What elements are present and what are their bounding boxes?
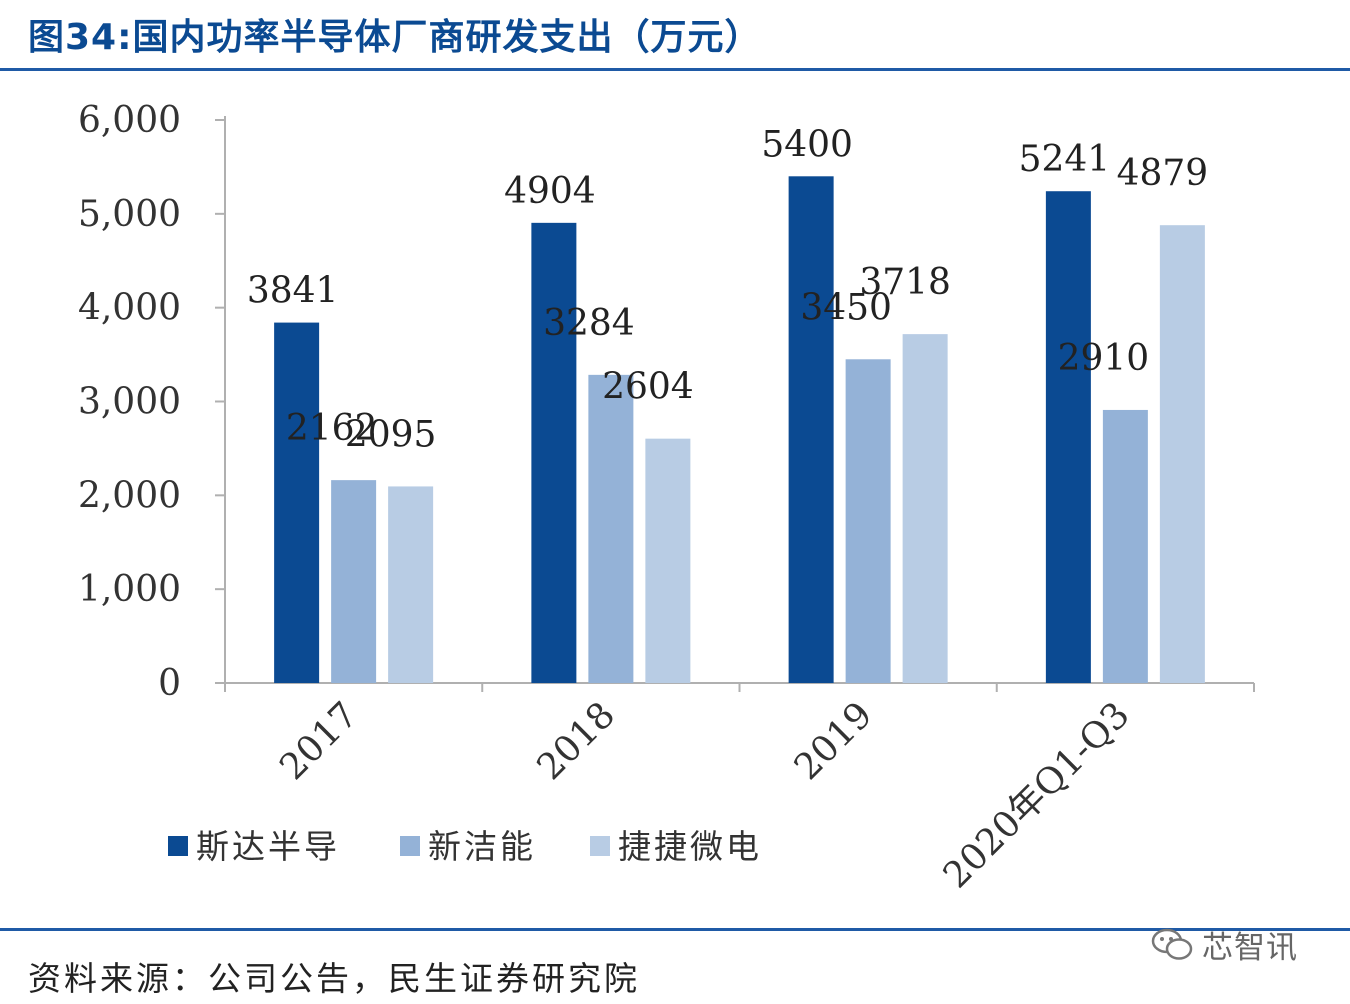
footer-divider	[0, 928, 1350, 931]
y-tick-label: 6,000	[78, 100, 181, 141]
bar-value-label: 4879	[1117, 153, 1209, 194]
title-divider	[0, 68, 1350, 71]
y-tick-label: 2,000	[78, 475, 181, 516]
chart-title: 图34:国内功率半导体厂商研发支出（万元）	[28, 17, 762, 58]
bar	[588, 374, 634, 683]
chart-legend: 斯达半导 新洁能 捷捷微电	[168, 827, 762, 866]
y-tick-label: 3,000	[78, 382, 181, 423]
bar	[531, 222, 577, 683]
bar	[1159, 225, 1205, 683]
x-category-label: 2018	[529, 694, 623, 788]
legend-label: 斯达半导	[196, 827, 340, 866]
x-category-label: 2020年Q1-Q3	[936, 694, 1138, 896]
y-tick-label: 4,000	[78, 288, 181, 329]
legend-swatch	[168, 836, 188, 856]
y-tick-label: 1,000	[78, 569, 181, 610]
bar	[845, 359, 891, 683]
legend-swatch	[400, 836, 420, 856]
bar	[645, 438, 691, 683]
bar-value-label: 2162	[286, 408, 378, 449]
x-category-label: 2017	[272, 694, 366, 788]
x-category-label: 2019	[787, 694, 881, 788]
bar-value-label: 3450	[800, 287, 892, 328]
legend-label: 捷捷微电	[618, 827, 762, 866]
chart-data-labels: 3841 4904 5400 5241 2162 3284 3450 2910 2095 2604…	[247, 124, 1208, 455]
bar-value-label: 3284	[543, 303, 635, 344]
bar	[1102, 409, 1148, 683]
bar-value-label: 5241	[1019, 139, 1111, 180]
source-note: 资料来源：公司公告，民生证券研究院	[28, 959, 640, 998]
bar-value-label: 4904	[504, 171, 596, 212]
bar-value-label: 3718	[859, 262, 951, 303]
bar	[1045, 191, 1091, 684]
bar	[388, 486, 434, 683]
bar-value-label: 3841	[247, 271, 339, 312]
bar-value-label: 5400	[761, 124, 853, 165]
legend-swatch	[590, 836, 610, 856]
bar-value-label: 2095	[345, 414, 437, 455]
watermark-text: 芯智讯	[1202, 930, 1298, 966]
bar-chart: 0 1,000 2,000 3,000 4,000 5,000 6,000 2017 2018 2…	[78, 100, 1255, 896]
bar	[902, 334, 948, 683]
y-tick-label: 0	[158, 663, 181, 704]
bar	[274, 322, 320, 683]
chart-bars	[274, 176, 1205, 684]
legend-label: 新洁能	[428, 827, 536, 866]
watermark: 芯智讯	[1150, 922, 1298, 967]
bar-value-label: 2604	[602, 367, 694, 408]
y-tick-label: 5,000	[78, 194, 181, 235]
bar-value-label: 2910	[1058, 338, 1150, 379]
bar	[788, 176, 834, 684]
bar	[331, 480, 377, 683]
wechat-icon	[1151, 928, 1193, 960]
